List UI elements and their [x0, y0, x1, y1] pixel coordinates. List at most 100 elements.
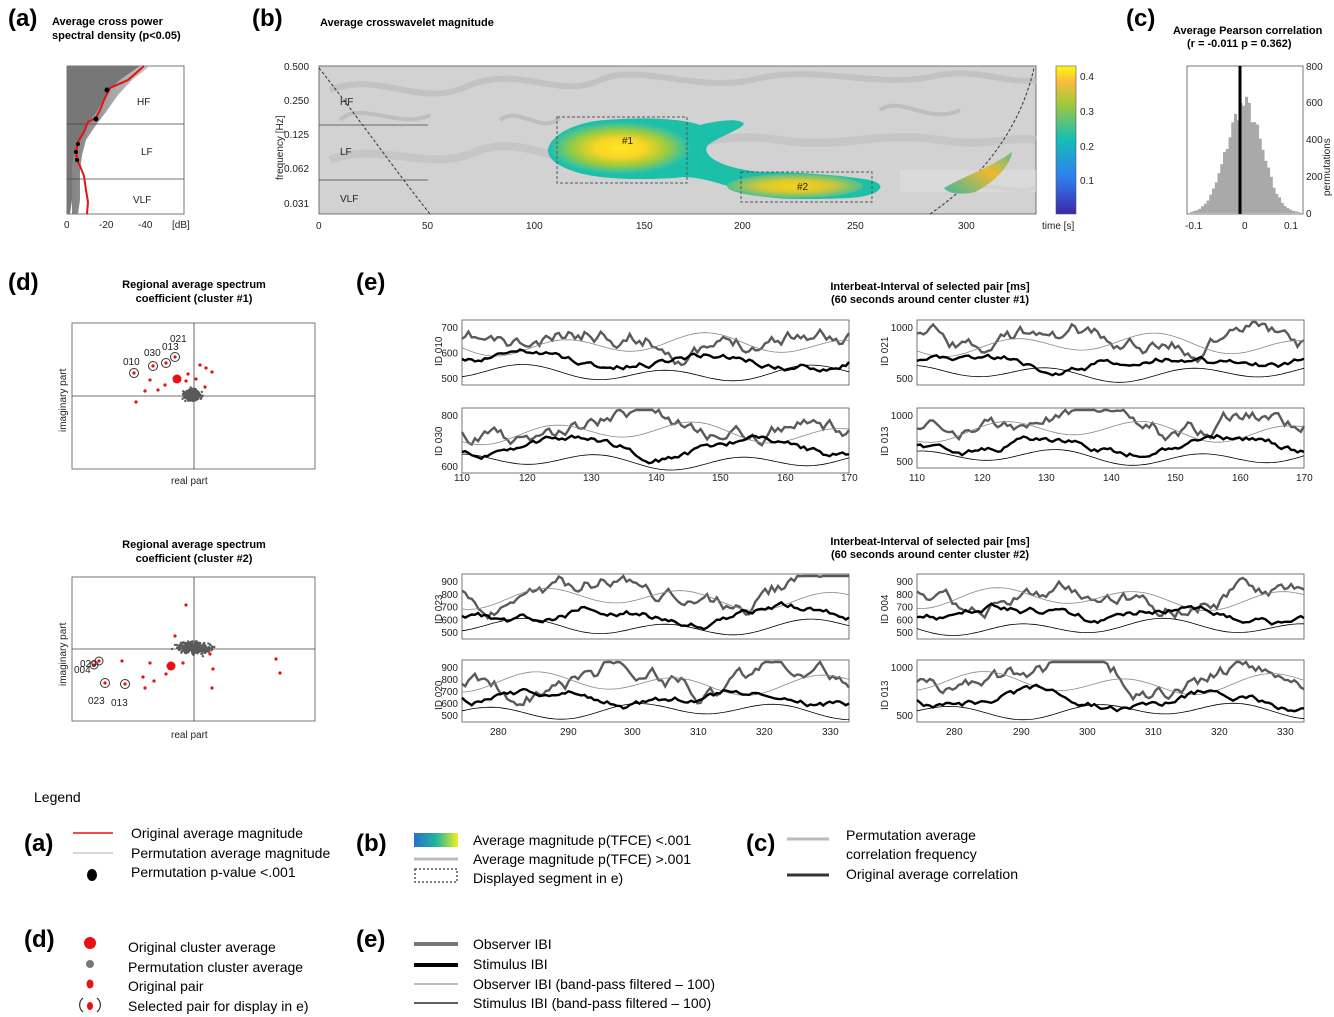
ibi-ytick: 800 [441, 590, 458, 601]
ibi-ytick: 900 [441, 577, 458, 588]
xtick: 170 [841, 473, 858, 484]
displayed-segment-1 [556, 116, 688, 184]
panel-c-ytick: 200 [1306, 172, 1323, 183]
original-pairs-1 [132, 355, 214, 404]
panel-c-chart: -0.1 0 0.1 800 600 400 200 0 permutation… [1185, 62, 1333, 232]
panel-b-xtick: 150 [636, 221, 653, 232]
xtick: 310 [1145, 727, 1162, 738]
permutation-point [187, 399, 190, 402]
pair-label: 023 [88, 696, 105, 707]
xtick: 110 [454, 473, 470, 484]
permutation-point [195, 642, 198, 646]
permutation-point [201, 643, 205, 646]
ibi-ytick: 1000 [891, 323, 914, 334]
cluster-label-1: #1 [622, 136, 634, 147]
stimulus-ibi-filtered [461, 453, 850, 471]
original-pair-point [211, 667, 215, 671]
histogram-bar [1264, 160, 1268, 213]
panel-c-ytick: 600 [1306, 98, 1323, 109]
selected-pair-ring [120, 679, 130, 689]
permutation-point [207, 642, 210, 645]
histogram-bar [1245, 96, 1249, 213]
selected-pair-ring [170, 352, 180, 362]
xtick: 280 [946, 727, 963, 738]
histogram-bar [1267, 167, 1271, 213]
permutation-point [182, 649, 185, 652]
ibi-ytick: 800 [441, 411, 458, 422]
panel-a-title-line2: spectral density (p<0.05) [52, 30, 181, 42]
xtick: 150 [1167, 473, 1184, 484]
stimulus-ibi-filtered [916, 449, 1305, 466]
observer-ibi [461, 574, 849, 621]
pvalue-dot [75, 158, 79, 162]
ibi-plot: 800 600 [441, 407, 850, 474]
panel-c-xtick: -0.1 [1185, 221, 1203, 232]
histogram-bar [1223, 152, 1227, 213]
cone-of-influence-left [318, 67, 431, 215]
displayed-segment-2 [740, 171, 873, 203]
histogram-bar [1272, 187, 1276, 213]
original-cluster-average [166, 661, 176, 671]
permutation-point [192, 394, 195, 397]
legend-item: Original pair [128, 978, 204, 994]
colorbar [1055, 65, 1077, 215]
histogram-bar [1192, 210, 1196, 213]
original-pair-point [148, 661, 152, 665]
band-label-vlf: VLF [340, 194, 358, 205]
xtick: 160 [777, 473, 794, 484]
permutation-cloud-1 [181, 386, 204, 403]
histogram-bar [1234, 113, 1238, 213]
permutation-point [186, 644, 189, 647]
stimulus-ibi [461, 348, 850, 373]
permutation-point [192, 392, 195, 395]
histogram-bar [1250, 122, 1254, 213]
legend-b-label: (b) [356, 830, 387, 857]
panel-e-title2-line2: (60 seconds around center cluster #2) [831, 549, 1029, 561]
ibi-ytick: 1000 [891, 663, 914, 674]
histogram-bar [1228, 137, 1232, 213]
ibi-axes [461, 319, 850, 386]
cluster-3-blob [944, 152, 1012, 194]
panel-b-ylabel: frequency [Hz] [275, 115, 286, 180]
panel-e-xticks-2: 280 290 300 310 320 330 280 290 300 310 … [490, 727, 1294, 738]
permutation-point [188, 648, 191, 652]
panel-c-title-line2: (r = -0.011 p = 0.362) [1187, 38, 1292, 50]
legend-swatch-perm-avg [86, 960, 94, 968]
ibi-ytick: 600 [441, 699, 458, 710]
original-pair-point [123, 682, 127, 686]
stimulus-ibi [461, 600, 850, 631]
permutation-point [189, 386, 192, 389]
colorbar-tick: 0.1 [1080, 176, 1094, 187]
cluster-2-blob [727, 174, 863, 198]
original-pair-point [181, 661, 185, 665]
original-pair-point [184, 379, 188, 383]
histogram-bar [1253, 122, 1257, 213]
panel-c-ytick: 400 [1306, 135, 1323, 146]
band-label-hf: HF [137, 97, 150, 108]
xtick: 130 [583, 473, 600, 484]
legend-d-label: (d) [24, 926, 55, 953]
selected-pair-ring [100, 678, 110, 688]
permutation-point [184, 652, 187, 655]
ibi-id-label: ID 010 [434, 336, 445, 366]
permutation-point [199, 397, 203, 400]
panel-e-title1-line1: Interbeat-Interval of selected pair [ms] [830, 281, 1030, 293]
legend-item: Selected pair for display in e) [128, 998, 309, 1014]
panel-b-xtick: 0 [316, 221, 322, 232]
panel-d2-ylabel: imaginary part [58, 622, 69, 686]
original-pair-point [164, 361, 168, 365]
legend-b: (b) Average magnitude p(TFCE) <.001 Aver… [356, 830, 691, 886]
permutation-point [177, 648, 181, 651]
xtick: 310 [690, 727, 707, 738]
band-label-vlf: VLF [133, 195, 151, 206]
texture [338, 103, 1037, 192]
permutation-point [173, 643, 177, 647]
panel-a-chart: HF LF VLF 0 -20 -40 [dB] [64, 65, 190, 231]
histogram-bar [1289, 209, 1293, 213]
legend-swatch-selected-pair [87, 1002, 93, 1010]
pair-label: 013 [162, 342, 179, 353]
panel-b-xtick: 50 [422, 221, 434, 232]
